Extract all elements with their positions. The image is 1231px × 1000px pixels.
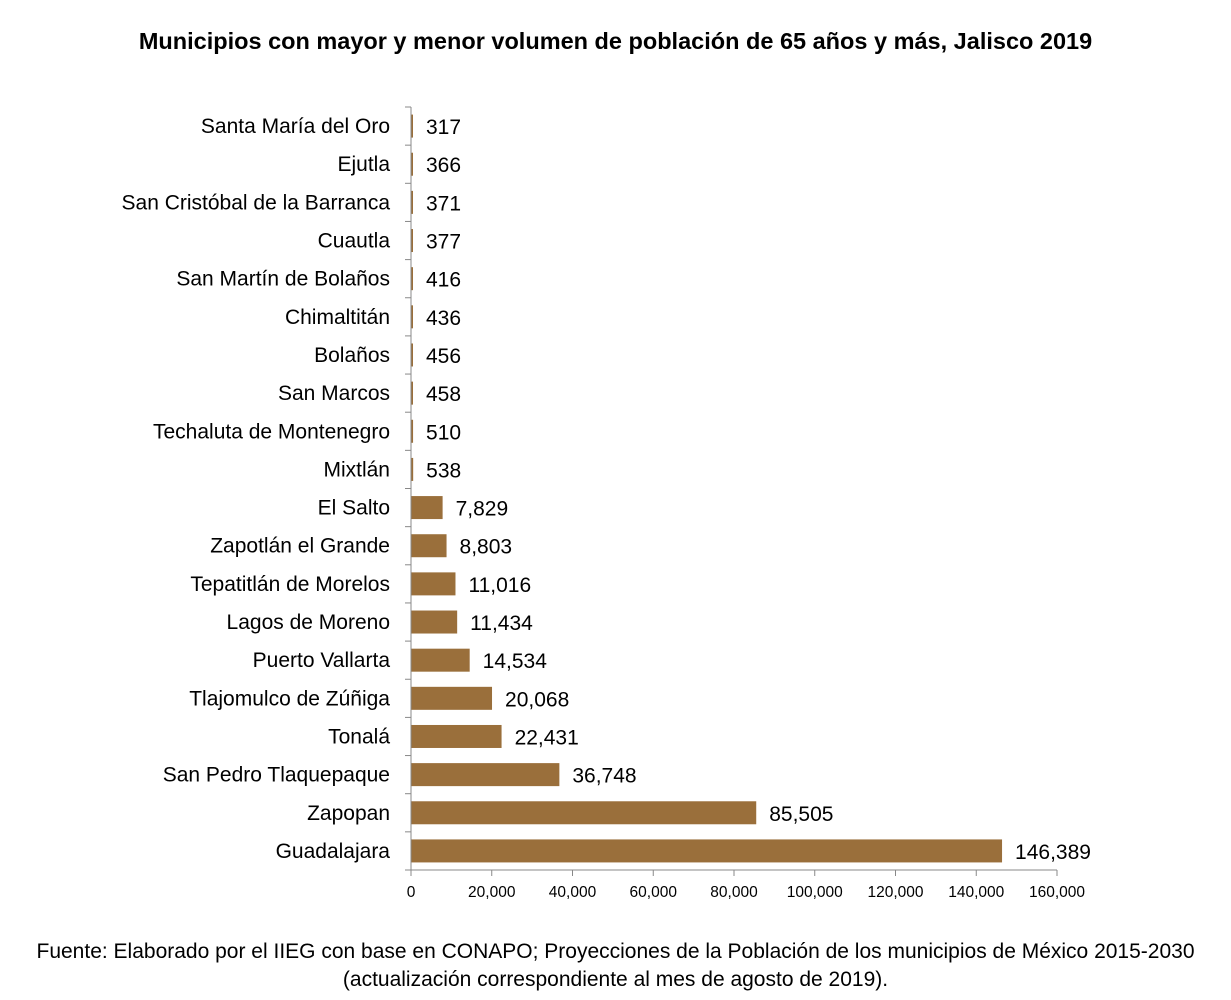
category-label: Bolaños [314, 344, 390, 367]
category-label: San Cristóbal de la Barranca [122, 191, 391, 214]
bar [411, 305, 413, 329]
data-label: 436 [426, 307, 461, 330]
data-label: 366 [426, 154, 461, 177]
bar [411, 343, 413, 367]
data-label: 85,505 [769, 803, 833, 826]
category-label: Chimaltitán [285, 306, 390, 329]
bar [411, 686, 493, 710]
category-label: Tlajomulco de Zúñiga [189, 687, 390, 710]
x-tick-label: 20,000 [468, 884, 516, 901]
data-label: 11,016 [468, 574, 531, 597]
data-label: 11,434 [470, 612, 533, 635]
bar [411, 229, 413, 253]
x-tick-label: 40,000 [549, 884, 597, 901]
bar [411, 114, 413, 138]
bar [411, 610, 458, 634]
data-label: 8,803 [460, 536, 513, 559]
data-label: 456 [426, 345, 461, 368]
category-label: Lagos de Moreno [227, 611, 390, 634]
x-tick-label: 160,000 [1029, 884, 1085, 901]
category-label: Zapotlán el Grande [210, 535, 390, 558]
x-tick-label: 140,000 [948, 884, 1004, 901]
category-label: San Pedro Tlaquepaque [163, 764, 390, 787]
category-label: Puerto Vallarta [253, 649, 391, 672]
bar [411, 419, 414, 443]
data-label: 377 [426, 231, 461, 254]
bar [411, 381, 413, 405]
data-label: 7,829 [456, 498, 509, 521]
data-label: 371 [426, 192, 461, 215]
bar [411, 801, 757, 825]
bar [411, 534, 447, 558]
x-tick-label: 60,000 [630, 884, 678, 901]
x-tick-label: 0 [407, 884, 416, 901]
bar [411, 267, 413, 291]
category-label: San Marcos [278, 382, 390, 405]
x-tick-label: 80,000 [710, 884, 758, 901]
category-label: Tepatitlán de Morelos [190, 573, 390, 596]
category-label: Santa María del Oro [201, 115, 390, 138]
data-label: 458 [426, 383, 461, 406]
category-label: San Martín de Bolaños [176, 268, 390, 291]
category-label: El Salto [318, 497, 390, 520]
bar [411, 152, 413, 176]
bar [411, 457, 414, 481]
data-label: 416 [426, 269, 461, 292]
bar [411, 572, 456, 596]
data-label: 510 [426, 421, 461, 444]
source-note: Fuente: Elaborado por el IIEG con base e… [36, 940, 1195, 991]
x-tick-label: 120,000 [867, 884, 923, 901]
bar [411, 763, 560, 787]
category-label: Zapopan [307, 802, 390, 825]
data-label: 14,534 [483, 650, 548, 673]
data-label: 317 [426, 116, 461, 139]
bar [411, 190, 413, 214]
bar [411, 496, 443, 520]
data-label: 538 [426, 459, 461, 482]
data-label: 20,068 [505, 688, 569, 711]
bar-chart: Santa María del Oro 317 Ejutla 366 San Crist… [122, 106, 1091, 901]
category-label: Tonalá [328, 725, 390, 748]
bar [411, 724, 502, 748]
data-label: 146,389 [1015, 841, 1091, 864]
chart-title: Municipios con mayor y menor volumen de … [138, 28, 1093, 54]
bar [411, 648, 470, 672]
category-label: Mixtlán [323, 458, 390, 481]
data-label: 36,748 [572, 765, 636, 788]
category-label: Guadalajara [276, 840, 391, 863]
x-tick-label: 100,000 [787, 884, 843, 901]
data-label: 22,431 [515, 726, 579, 749]
category-label: Techaluta de Montenegro [153, 420, 390, 443]
bar [411, 839, 1003, 863]
category-label: Ejutla [337, 153, 390, 176]
category-label: Cuautla [318, 230, 391, 253]
